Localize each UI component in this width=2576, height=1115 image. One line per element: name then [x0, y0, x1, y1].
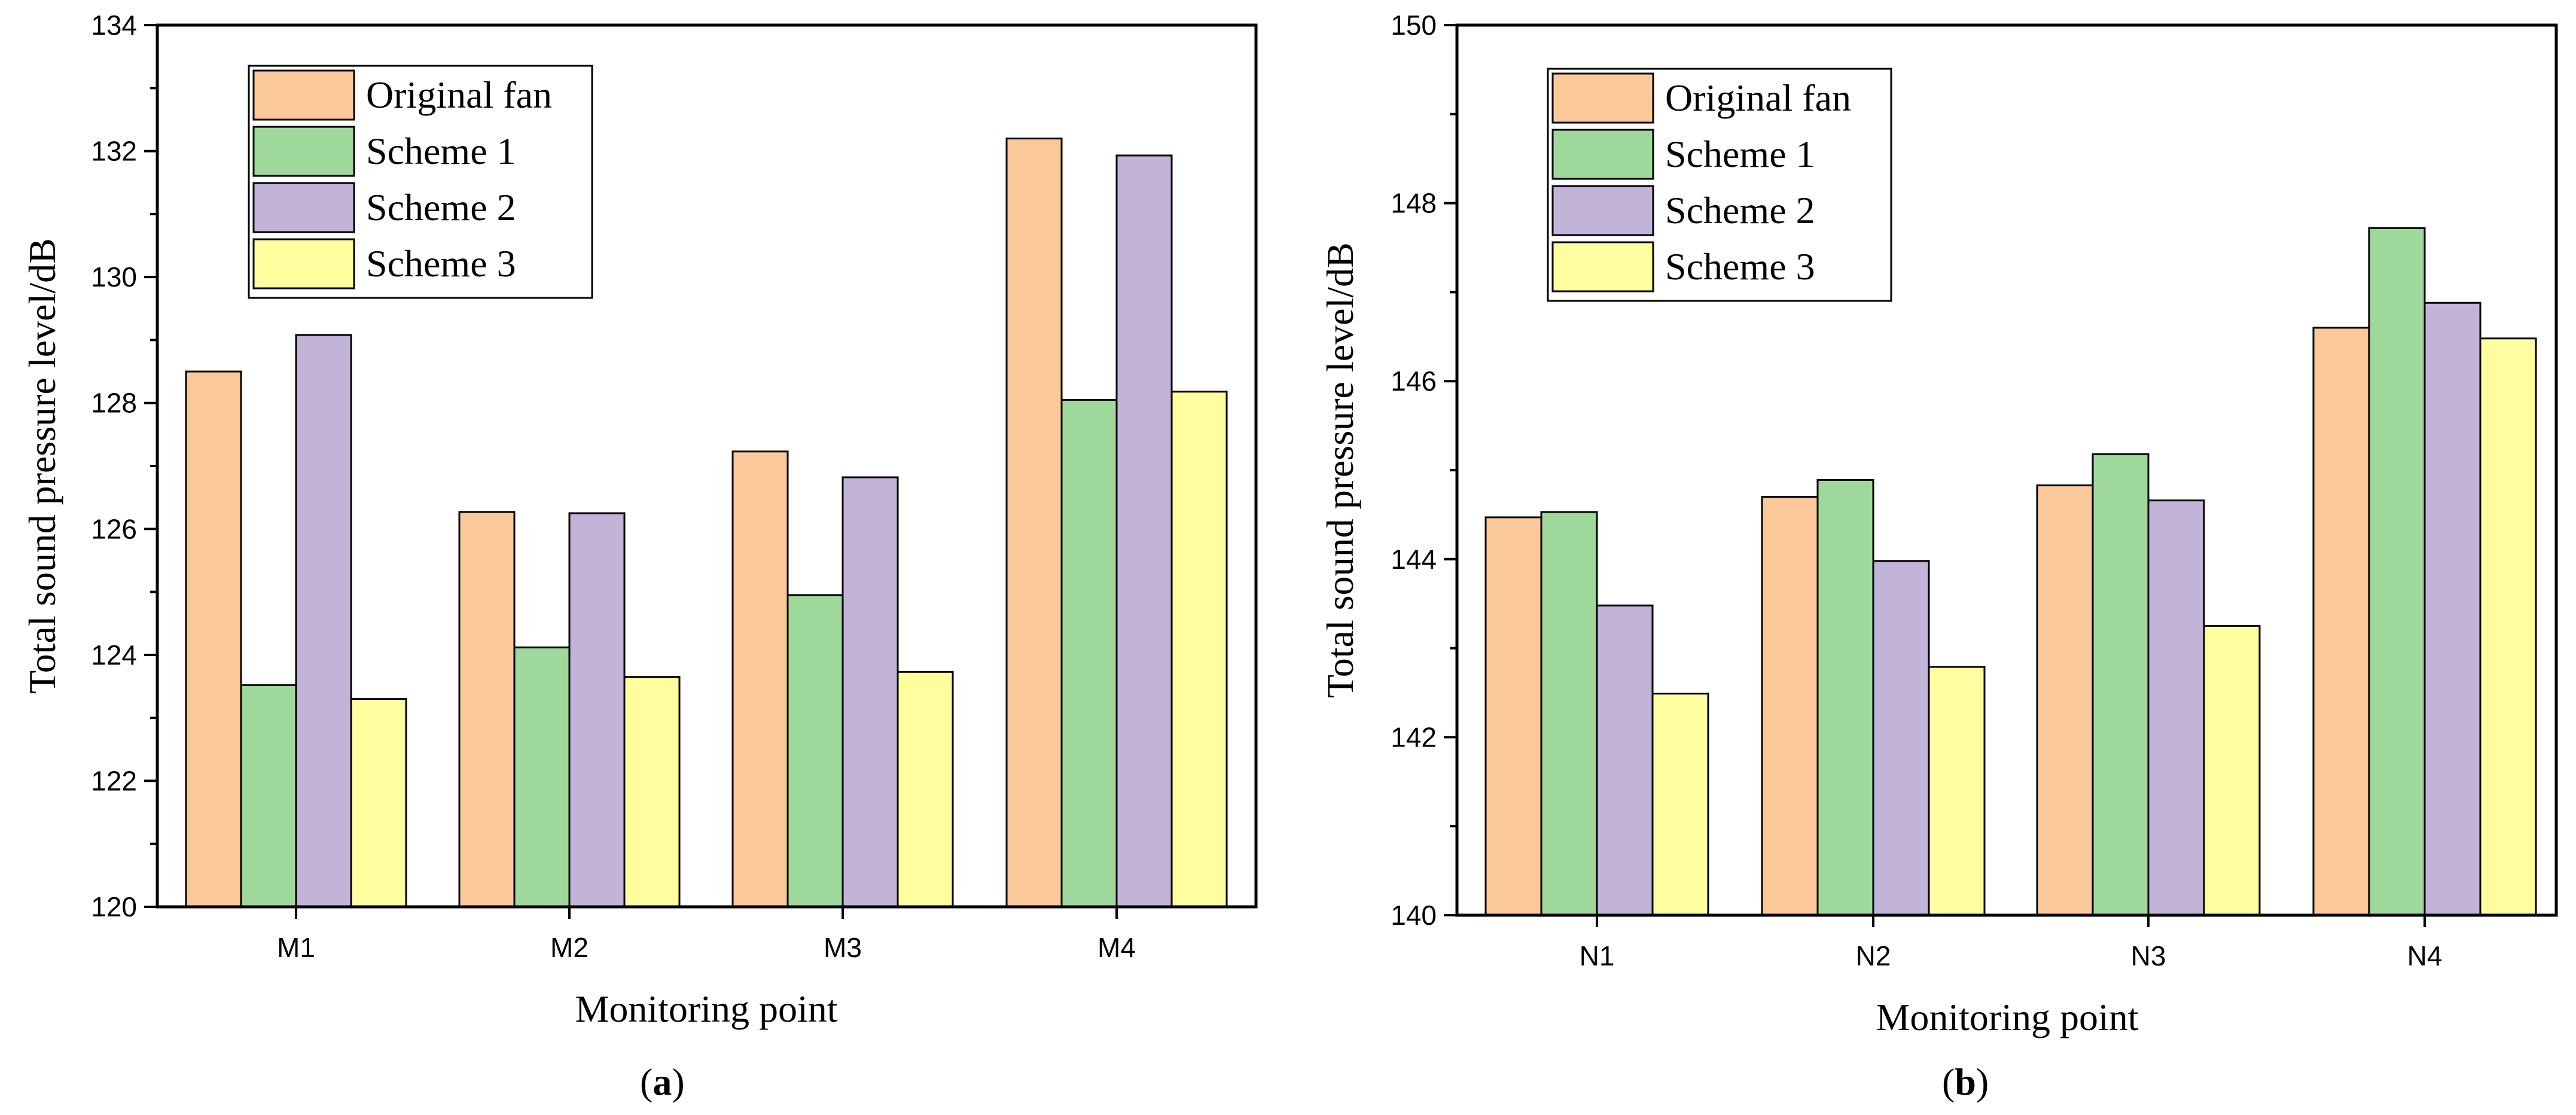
y-tick-label: 144: [1391, 544, 1437, 575]
legend-swatch: [1551, 241, 1654, 293]
x-tick-label-m4: M4: [1098, 932, 1136, 963]
y-tick-label: 126: [91, 513, 137, 544]
bar-n3-series-4: [2203, 624, 2261, 916]
bar-n3-series-2: [2092, 453, 2150, 916]
y-tick-label: 142: [1391, 721, 1437, 753]
x-ticks-a: M1 M2 M3 M4: [277, 907, 1136, 963]
bar-n3-series-1: [2036, 484, 2094, 916]
bar-m4-series-4: [1170, 391, 1228, 908]
y-tick-label: 150: [1391, 10, 1437, 41]
bar-n4-series-1: [2312, 327, 2370, 916]
x-tick-label-n4: N4: [2407, 940, 2443, 971]
panel-label-a: (a): [640, 1061, 685, 1103]
y-tick-label: 130: [91, 261, 137, 293]
bar-m3-series-4: [897, 671, 954, 908]
bar-m1-series-2: [240, 684, 297, 908]
x-tick-label-m2: M2: [550, 932, 589, 963]
bar-n4-series-2: [2368, 227, 2426, 916]
legend-label: Scheme 1: [1665, 133, 1815, 175]
bar-n2-series-4: [1928, 666, 1986, 916]
panel-label-a-letter: a: [653, 1061, 672, 1103]
bars-group-a: [185, 138, 1228, 908]
legend-swatch: [1551, 72, 1654, 124]
bar-n1-series-1: [1484, 516, 1542, 916]
x-axis-title-b: Monitoring point: [1876, 996, 2138, 1038]
legend-swatch: [252, 69, 355, 121]
bar-m2-series-3: [568, 512, 626, 908]
legend-label: Original fan: [1665, 77, 1851, 119]
legend-swatch: [252, 126, 355, 177]
bar-n3-series-3: [2147, 499, 2205, 916]
x-ticks-b: N1 N2 N3 N4: [1580, 915, 2443, 971]
panel-label-b: (b): [1942, 1061, 1989, 1103]
bar-m2-series-2: [513, 646, 571, 908]
bar-m3-series-2: [786, 594, 844, 908]
legend-swatch: [252, 182, 355, 233]
y-tick-label: 140: [1391, 900, 1437, 931]
bar-m3-series-3: [842, 476, 899, 908]
bar-n4-series-3: [2423, 301, 2482, 916]
x-tick-label-n1: N1: [1580, 940, 1615, 971]
y-tick-label: 120: [91, 891, 137, 922]
bar-m4-series-1: [1005, 138, 1063, 908]
y-tick-label: 132: [91, 136, 137, 167]
y-tick-label: 128: [91, 388, 137, 419]
bar-m4-series-2: [1060, 398, 1118, 908]
legend-b: Original fan Scheme 1 Scheme 2 Scheme 3: [1547, 68, 1892, 302]
bar-n1-series-4: [1651, 692, 1709, 916]
y-tick-label: 148: [1391, 188, 1437, 219]
bar-m4-series-3: [1115, 154, 1173, 908]
bar-n2-series-1: [1761, 496, 1819, 916]
bar-m3-series-1: [731, 450, 789, 908]
bars-group-b: [1484, 227, 2537, 916]
bar-m2-series-4: [623, 676, 681, 908]
y-ticks-b: 140 142 144 146 148 150: [1391, 10, 1457, 931]
bar-n4-series-4: [2479, 337, 2537, 916]
legend-swatch: [252, 238, 355, 290]
legend-a: Original fan Scheme 1 Scheme 2 Scheme 3: [248, 65, 593, 299]
bar-n2-series-3: [1872, 560, 1930, 916]
panel-label-b-letter: b: [1955, 1061, 1976, 1103]
chart-panel-b: 140 142 144 146 148 150 N1 N2 N3 N4 Total sound …: [1319, 10, 2558, 1103]
y-ticks-a: 120 122 124 126 128 130 132 134: [91, 10, 157, 922]
bar-n1-series-3: [1596, 604, 1654, 916]
legend-label: Scheme 3: [366, 242, 516, 285]
y-tick-label: 134: [91, 10, 137, 41]
legend-label: Scheme 2: [366, 186, 516, 229]
bar-n1-series-2: [1540, 511, 1598, 916]
legend-label: Original fan: [366, 74, 552, 116]
legend-swatch: [1551, 129, 1654, 180]
bar-m1-series-3: [295, 334, 352, 908]
y-tick-label: 124: [91, 639, 137, 671]
x-tick-label-m3: M3: [824, 932, 862, 963]
bar-m1-series-4: [350, 698, 407, 908]
bar-n2-series-2: [1816, 479, 1874, 916]
x-tick-label-n2: N2: [1856, 940, 1891, 971]
x-tick-label-m1: M1: [277, 932, 315, 963]
bar-m1-series-1: [185, 370, 242, 908]
legend-label: Scheme 1: [366, 130, 516, 172]
y-tick-label: 122: [91, 765, 137, 796]
y-tick-label: 146: [1391, 365, 1437, 397]
bar-m2-series-1: [458, 511, 516, 908]
y-axis-title-a: Total sound pressure level/dB: [21, 238, 63, 694]
chart-panel-a: 120 122 124 126 128 130 132 134 M1 M2 M3 M4 Total …: [21, 10, 1258, 1103]
legend-swatch: [1551, 185, 1654, 236]
legend-label: Scheme 3: [1665, 245, 1815, 288]
y-axis-title-b: Total sound pressure level/dB: [1319, 242, 1361, 698]
x-axis-title-a: Monitoring point: [575, 988, 837, 1030]
legend-label: Scheme 2: [1665, 189, 1815, 231]
x-tick-label-n3: N3: [2131, 940, 2166, 971]
